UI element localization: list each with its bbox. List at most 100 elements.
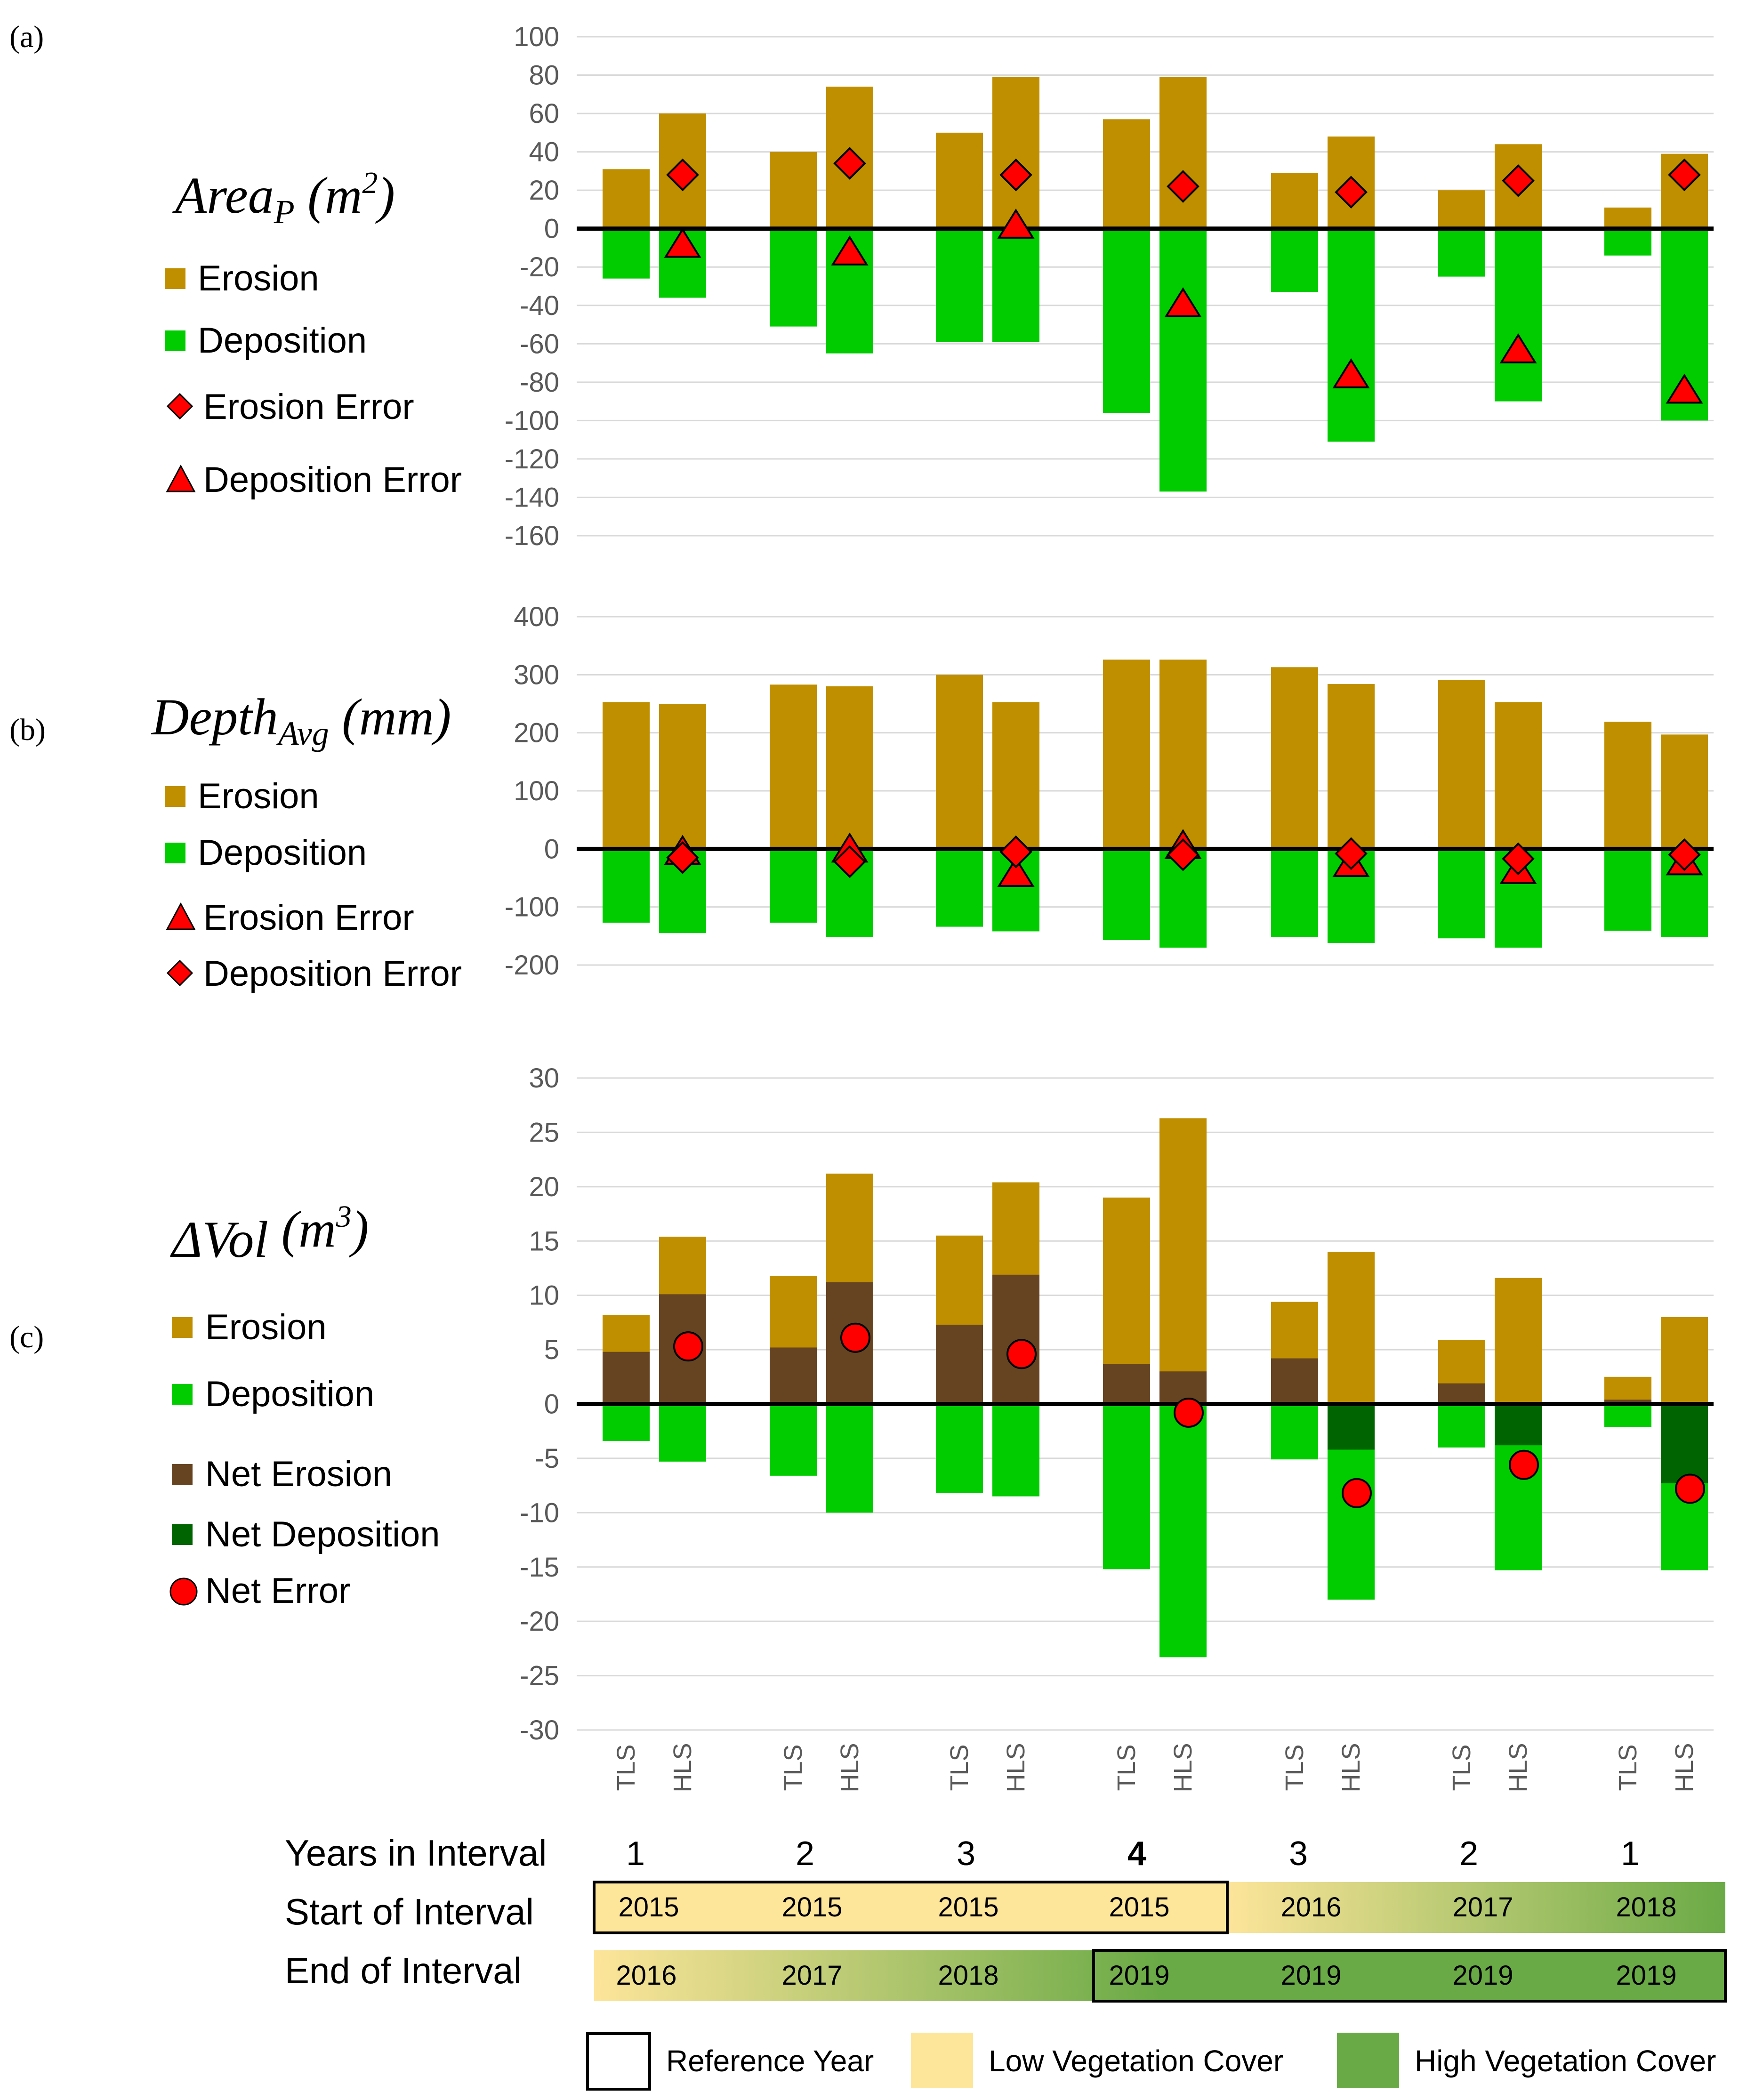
key-reference-swatch — [586, 2032, 651, 2091]
deposition-bar-tls — [936, 849, 983, 927]
deposition-error-diamond — [1668, 838, 1701, 871]
deposition-bar-tls — [1271, 1404, 1318, 1460]
category-labels: TLS HLS TLS HLS TLS HLS TLS HLS TLS HLS TLS HLS TLS H… — [612, 1743, 1699, 1792]
years-value: 2 — [1459, 1835, 1478, 1873]
legend-erosion-error-diamond-icon — [166, 393, 193, 420]
erosion-bar-tls — [1103, 660, 1150, 849]
y-tick-label: 60 — [529, 98, 559, 129]
category-label-tls: TLS — [1448, 1744, 1476, 1791]
erosion-bar-tls — [1604, 722, 1651, 849]
legend-erosion-error: Erosion Error — [203, 898, 414, 938]
erosion-bar-hls — [1159, 77, 1207, 229]
end-year: 2019 — [1616, 1960, 1676, 1991]
erosion-bar-tls — [1271, 173, 1318, 229]
markers-a — [577, 147, 1714, 404]
start-low-veg-band — [594, 1882, 1227, 1933]
end-year: 2019 — [1452, 1960, 1513, 1991]
erosion-error-triangle — [997, 857, 1035, 887]
erosion-bar-hls — [992, 77, 1039, 229]
deposition-bar-hls — [1159, 228, 1207, 492]
years-row: 1 2 3 4 3 2 1 — [626, 1835, 1640, 1873]
deposition-bar-tls — [1604, 228, 1651, 256]
y-tick-label: -30 — [520, 1715, 559, 1746]
erosion-bar-tls — [936, 675, 983, 849]
deposition-bar-tls — [603, 1404, 650, 1441]
end-year: 2018 — [938, 1960, 998, 1991]
panel-c-label: (c) — [9, 1320, 44, 1354]
deposition-error-triangle — [997, 209, 1035, 239]
start-row: 2015 2015 2015 2015 2016 2017 2018 — [593, 1881, 1725, 1934]
y-tick-label: 0 — [544, 834, 559, 864]
y-tick-label: -100 — [505, 892, 559, 923]
erosion-bar-tls — [1271, 667, 1318, 849]
deposition-bar-tls — [1271, 228, 1318, 292]
erosion-bar-tls — [770, 152, 817, 229]
key-high-veg-label: High Vegetation Cover — [1415, 2044, 1716, 2078]
legend-deposition: Deposition — [198, 833, 367, 873]
deposition-error-triangle — [1164, 287, 1202, 317]
deposition-error-triangle — [1332, 358, 1370, 388]
deposition-bar-tls — [603, 228, 650, 279]
erosion-bar-tls — [1604, 207, 1651, 229]
net-erosion-bar — [1159, 1371, 1207, 1404]
legend-swatch-net-deposition — [172, 1524, 193, 1545]
erosion-bar-tls — [770, 684, 817, 849]
panel-depth: (b) DepthAvg (mm) 4003002001000-100-200 … — [9, 602, 1714, 994]
years-value: 3 — [1289, 1835, 1308, 1873]
vegetation-key: Reference Year Low Vegetation Cover High… — [586, 2032, 1716, 2091]
deposition-bar-tls — [936, 1404, 983, 1493]
deposition-bar-tls — [1103, 1404, 1150, 1569]
end-reference-box — [1092, 1949, 1727, 2003]
markers-c — [577, 1322, 1714, 1508]
erosion-bar-hls — [992, 702, 1039, 849]
y-tick-label: -20 — [520, 1606, 559, 1637]
legend-swatch-erosion — [172, 1317, 193, 1338]
category-label-tls: TLS — [1112, 1744, 1141, 1791]
panel-a-label: (a) — [9, 20, 44, 54]
y-tick-label: -140 — [505, 482, 559, 513]
y-tick-label: -25 — [520, 1661, 559, 1691]
erosion-bar-tls — [603, 169, 650, 229]
erosion-bar-hls — [826, 686, 873, 849]
end-year: 2016 — [616, 1960, 676, 1991]
panel-area: (a) AreaP (m2) 100 80 60 40 20 0 -20 -40 -60 -80 -… — [9, 20, 1714, 551]
deposition-error-triangle — [831, 235, 869, 266]
y-tick-label: -80 — [520, 367, 559, 398]
panel-a-title: AreaP (m2) — [172, 166, 395, 231]
erosion-bar-hls — [1328, 684, 1375, 849]
legend-erosion-error-triangle-icon — [166, 902, 196, 930]
legend-a: Erosion Deposition Erosion Error Deposit… — [165, 258, 462, 500]
deposition-bar-hls — [992, 228, 1039, 342]
erosion-bar-hls — [1328, 1252, 1375, 1404]
bars-b — [603, 660, 1708, 948]
end-year: 2017 — [781, 1960, 842, 1991]
years-value: 1 — [626, 1835, 645, 1873]
net-erosion-bar — [992, 1274, 1039, 1404]
y-tick-label: 200 — [514, 718, 559, 748]
legend-swatch-erosion — [165, 268, 185, 289]
y-tick-label: 30 — [529, 1063, 559, 1094]
deposition-bar-hls — [659, 1404, 706, 1462]
erosion-error-diamond — [1668, 158, 1701, 192]
y-tick-label: -160 — [505, 521, 559, 551]
deposition-error-diamond — [666, 841, 699, 874]
y-tick-label: 100 — [514, 776, 559, 806]
legend-c: Erosion Deposition Net Erosion Net Depos… — [169, 1307, 440, 1611]
deposition-bar-hls — [1159, 1404, 1207, 1657]
deposition-error-triangle — [664, 227, 701, 258]
y-tick-label: -10 — [520, 1497, 559, 1528]
y-tick-label: 300 — [514, 660, 559, 690]
bars-a — [603, 77, 1708, 492]
net-deposition-bar — [1661, 1404, 1708, 1484]
start-year: 2017 — [1452, 1892, 1513, 1923]
y-tick-label: 40 — [529, 137, 559, 168]
start-year: 2018 — [1616, 1892, 1676, 1923]
panel-volume: (c) ΔVol (m3) 30 25 20 15 10 5 0 -5 -10 -15 -20 -25… — [9, 1063, 1714, 1746]
legend-swatch-deposition — [165, 843, 185, 863]
legend-b: Erosion Deposition Erosion Error Deposit… — [165, 776, 462, 994]
erosion-bar-hls — [1495, 702, 1542, 849]
net-erosion-bar — [1103, 1364, 1150, 1404]
y-tick-label: -200 — [505, 950, 559, 981]
erosion-bar-tls — [1438, 680, 1485, 849]
y-tick-label: 0 — [544, 214, 559, 244]
